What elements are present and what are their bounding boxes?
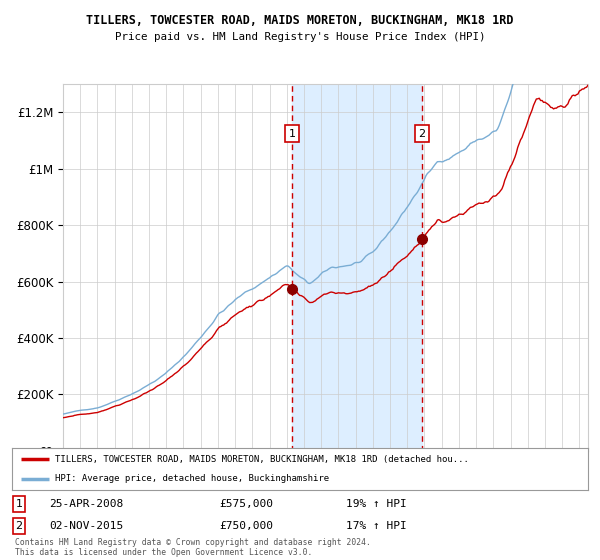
Text: 25-APR-2008: 25-APR-2008 (49, 499, 124, 509)
Text: £750,000: £750,000 (220, 521, 274, 531)
Text: 19% ↑ HPI: 19% ↑ HPI (346, 499, 407, 509)
Text: £575,000: £575,000 (220, 499, 274, 509)
Text: 17% ↑ HPI: 17% ↑ HPI (346, 521, 407, 531)
Text: 1: 1 (16, 499, 22, 509)
Text: TILLERS, TOWCESTER ROAD, MAIDS MORETON, BUCKINGHAM, MK18 1RD (detached hou...: TILLERS, TOWCESTER ROAD, MAIDS MORETON, … (55, 455, 469, 464)
Text: HPI: Average price, detached house, Buckinghamshire: HPI: Average price, detached house, Buck… (55, 474, 329, 483)
Text: Price paid vs. HM Land Registry's House Price Index (HPI): Price paid vs. HM Land Registry's House … (115, 32, 485, 43)
Text: 2: 2 (418, 128, 425, 138)
Text: 1: 1 (289, 128, 296, 138)
Text: 2: 2 (16, 521, 22, 531)
Text: 02-NOV-2015: 02-NOV-2015 (49, 521, 124, 531)
Text: Contains HM Land Registry data © Crown copyright and database right 2024.
This d: Contains HM Land Registry data © Crown c… (15, 538, 371, 557)
Text: TILLERS, TOWCESTER ROAD, MAIDS MORETON, BUCKINGHAM, MK18 1RD: TILLERS, TOWCESTER ROAD, MAIDS MORETON, … (86, 14, 514, 27)
Bar (292, 84, 422, 451)
